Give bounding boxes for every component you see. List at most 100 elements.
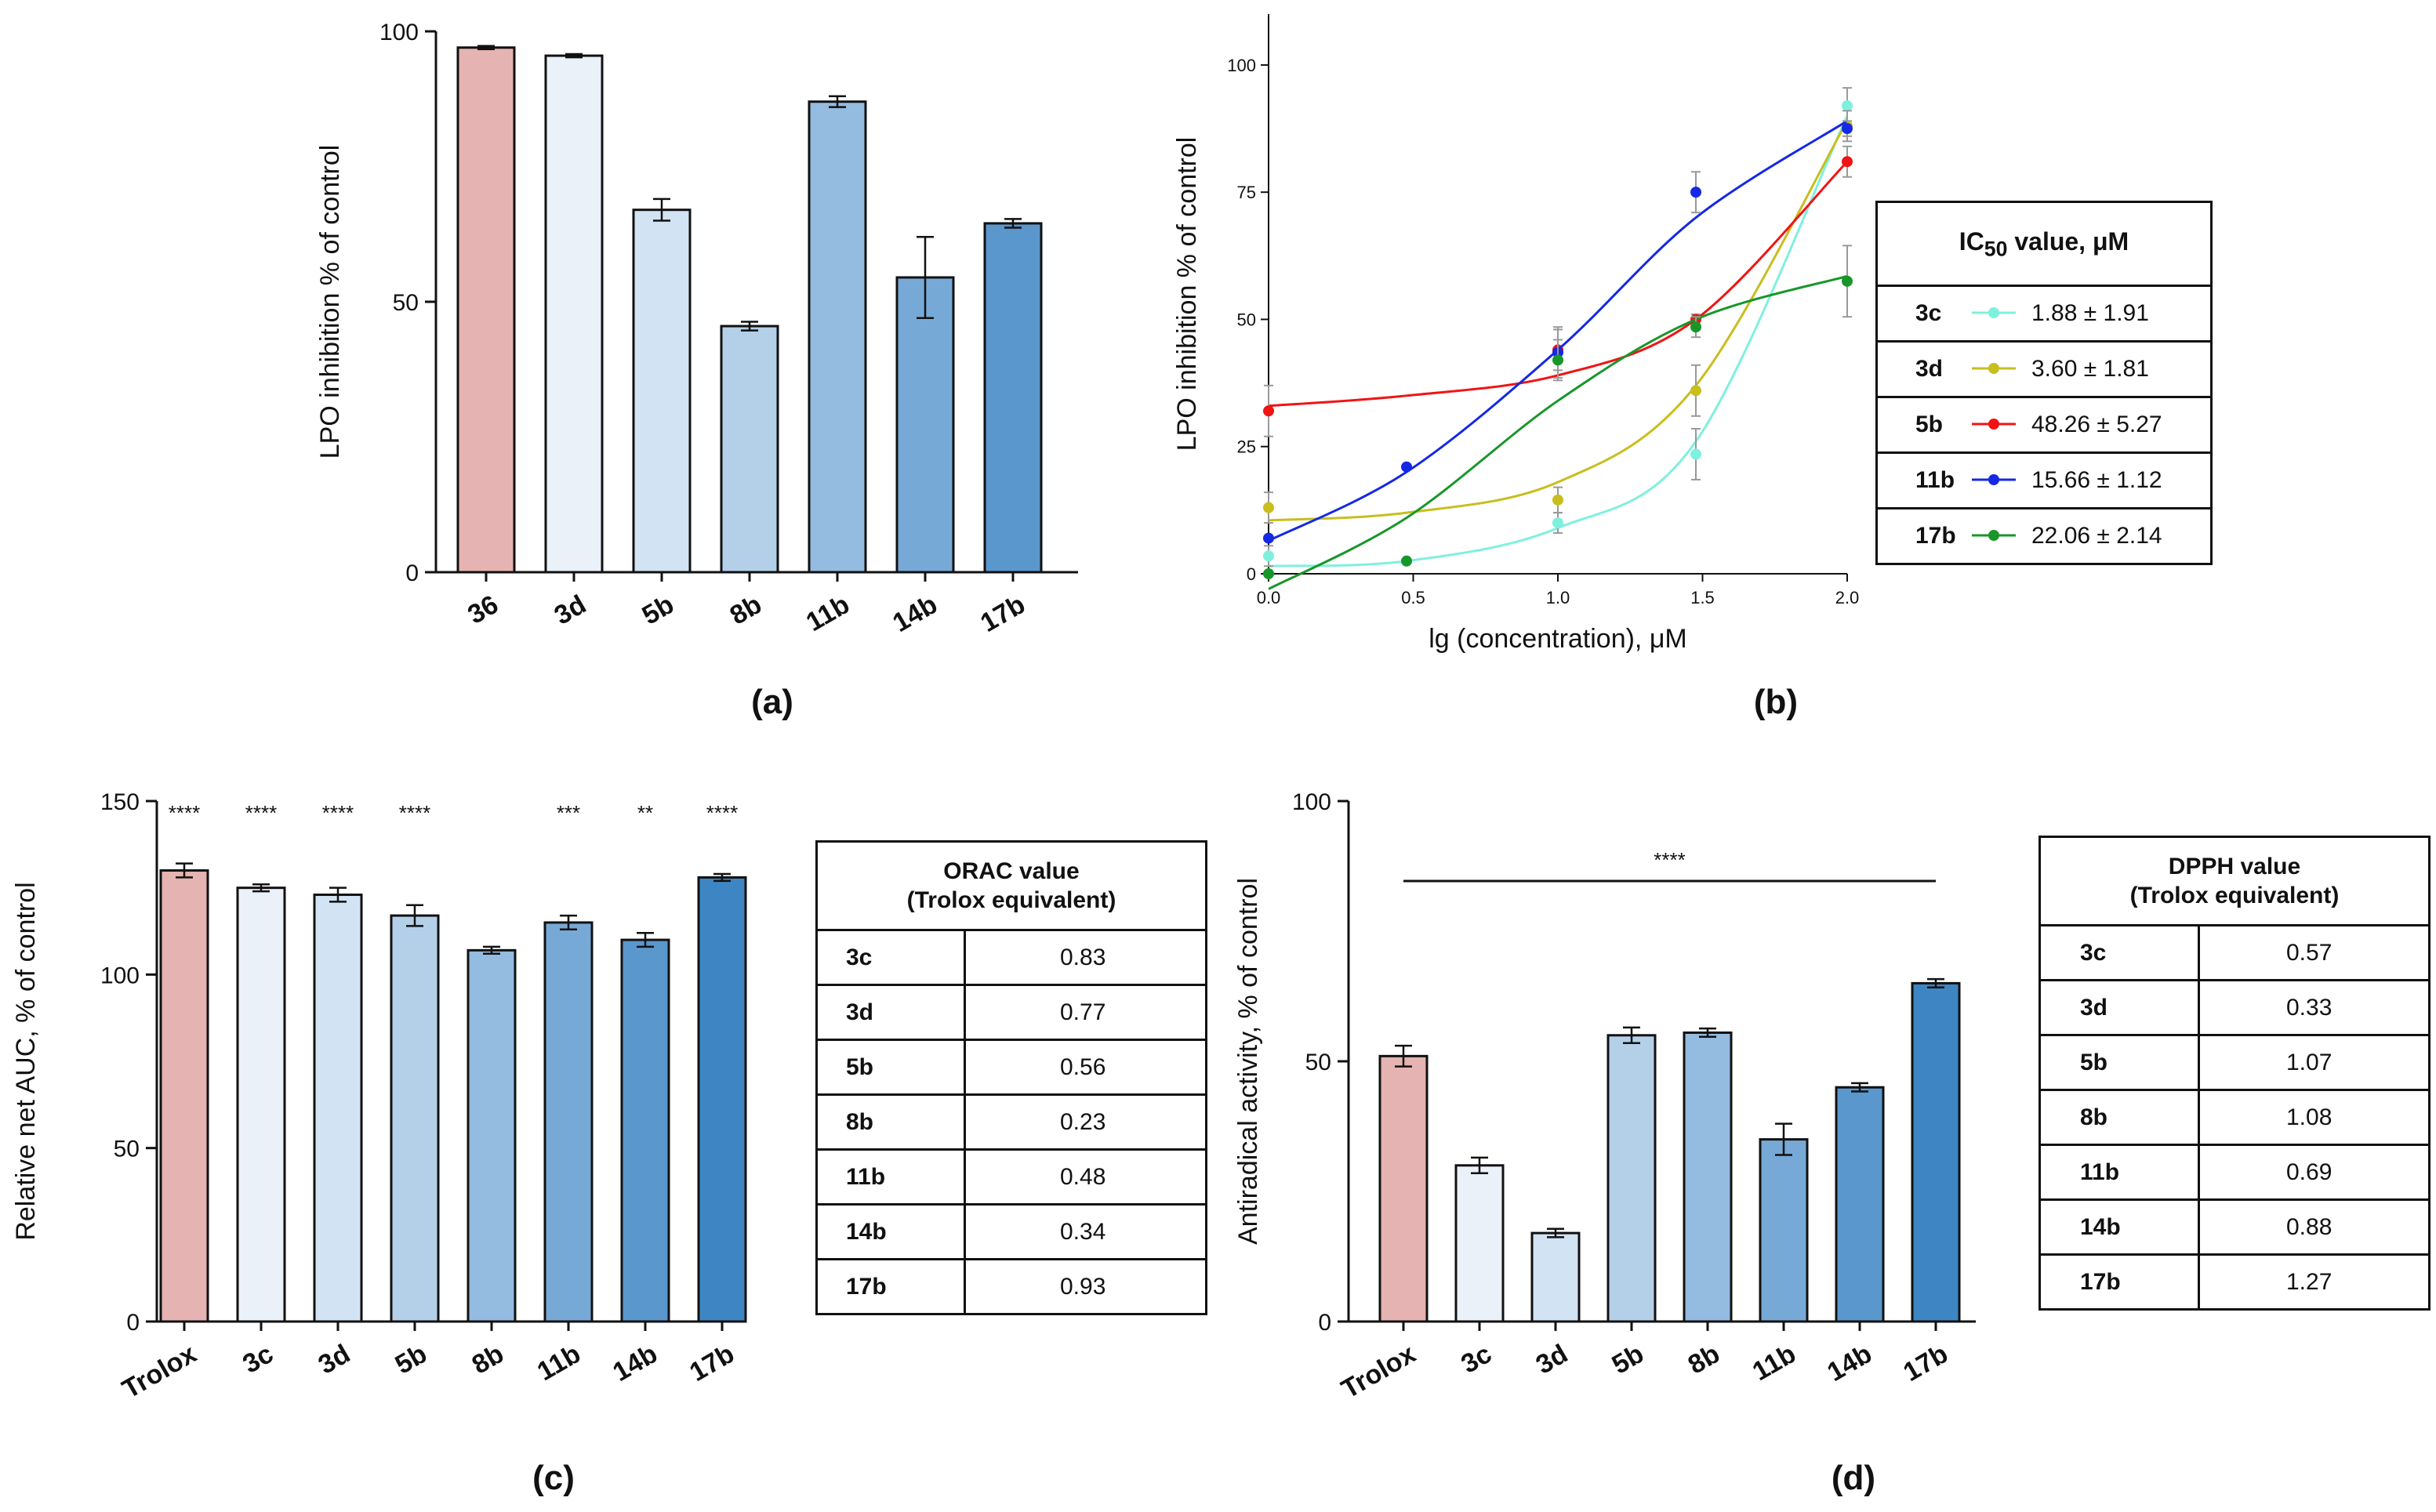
bar-17b [1911, 981, 1961, 1323]
dpph-header-line-2: (Trolox equivalent) [2129, 883, 2340, 908]
data-point-17b [1401, 555, 1413, 567]
orac-value: 0.83 [964, 929, 1207, 986]
bar-17b [697, 876, 747, 1323]
orac-header-line-2: (Trolox equivalent) [906, 887, 1116, 913]
legend-marker-3c-icon [1972, 307, 2016, 318]
data-point-3c [1690, 448, 1702, 460]
x-tick-label: 3c [238, 1339, 278, 1380]
bar-14b [620, 938, 670, 1323]
dpph-value: 0.88 [2198, 1198, 2431, 1256]
y-tick-label: 100 [379, 20, 419, 45]
compound-name: 17b [1875, 507, 1970, 565]
legend-marker-icon [1970, 507, 2025, 565]
bar-3d [544, 54, 604, 574]
table-row: 14b 0.88 [2038, 1198, 2431, 1256]
ic50-value: 22.06 ± 2.14 [2025, 507, 2213, 565]
compound-name: 3c [815, 929, 966, 986]
bar-36 [456, 46, 516, 574]
orac-value: 0.48 [964, 1148, 1207, 1206]
significance-label: **** [245, 801, 277, 825]
data-point-11b [1401, 461, 1413, 473]
table-row: 11b 15.66 ± 1.12 [1875, 451, 2213, 509]
x-tick-label: 1.0 [1546, 588, 1570, 607]
orac-value: 0.23 [964, 1093, 1207, 1151]
table-row: 17b 0.93 [815, 1258, 1207, 1315]
x-tick-label: 17b [975, 589, 1030, 638]
ic50-value: 1.88 ± 1.91 [2025, 285, 2213, 343]
compound-name: 3d [2038, 979, 2200, 1036]
y-tick-label: 100 [1227, 56, 1256, 75]
bar-17b [983, 222, 1043, 574]
compound-name: 5b [2038, 1034, 2200, 1091]
table-row: 14b 0.34 [815, 1203, 1207, 1260]
dpph-header-line-1: DPPH value [2168, 853, 2301, 879]
y-tick-label: 0 [1247, 564, 1256, 584]
dpph-value: 1.27 [2198, 1253, 2431, 1311]
significance-label: **** [399, 801, 430, 825]
compound-name: 3c [1875, 285, 1970, 343]
compound-name: 8b [815, 1093, 966, 1151]
data-point-3c [1552, 517, 1563, 529]
y-axis-label: Relative net AUC, % of control [11, 882, 41, 1240]
legend-dot [1988, 474, 1999, 485]
table-row: 8b 0.23 [815, 1093, 1207, 1151]
bar-3d [1530, 1231, 1581, 1323]
y-tick-label: 50 [1237, 310, 1256, 329]
table-row: 3d 0.77 [815, 984, 1207, 1041]
bar-8b [1683, 1031, 1733, 1323]
table-row: 8b 1.08 [2038, 1089, 2431, 1146]
compound-name: 11b [1875, 451, 1970, 509]
table-row: 3c 0.57 [2038, 924, 2431, 981]
table-row: 3d 0.33 [2038, 979, 2431, 1036]
x-tick-label: 36 [463, 589, 503, 630]
orac-table-header: ORAC value (Trolox equivalent) [815, 840, 1207, 931]
dpph-value: 1.08 [2198, 1089, 2431, 1146]
compound-name: 3d [815, 984, 966, 1041]
dpph-table-header: DPPH value (Trolox equivalent) [2038, 836, 2431, 926]
x-axis-label: lg (concentration), μM [1429, 624, 1687, 654]
ic50-table-header: IC50 value, μM [1875, 201, 2213, 287]
bar-11b [808, 100, 867, 574]
significance-label: **** [169, 801, 200, 825]
significance-label: **** [322, 801, 354, 825]
data-point-5b [1842, 156, 1853, 168]
x-tick-label: 11b [532, 1339, 586, 1387]
data-point-17b [1690, 321, 1702, 333]
x-tick-label: 11b [801, 589, 855, 637]
bar-3c [1454, 1164, 1505, 1323]
y-tick-label: 100 [100, 963, 140, 988]
legend-dot [1988, 363, 1999, 374]
data-point-17b [1842, 275, 1853, 287]
compound-name: 3c [2038, 924, 2200, 981]
fit-curve-3d [1268, 120, 1849, 522]
significance-label: **** [1654, 848, 1685, 872]
compound-name: 17b [2038, 1253, 2200, 1311]
x-tick-label: 17b [1898, 1339, 1953, 1387]
bar-3c [236, 887, 286, 1323]
orac-value: 0.77 [964, 984, 1207, 1041]
dpph-value: 0.69 [2198, 1144, 2431, 1201]
table-row: 17b 1.27 [2038, 1253, 2431, 1311]
panel-label: (b) [1754, 683, 1798, 721]
compound-name: 8b [2038, 1089, 2200, 1146]
y-tick-label: 0 [126, 1310, 140, 1336]
significance-label: *** [557, 801, 580, 825]
compound-name: 11b [815, 1148, 966, 1206]
orac-table: ORAC value (Trolox equivalent) 3c 0.83 3d 0… [815, 840, 1207, 1315]
legend-marker-17b-icon [1972, 530, 2016, 541]
y-tick-label: 50 [114, 1137, 140, 1162]
y-axis-label: LPO inhibition % of control [315, 145, 345, 459]
orac-value: 0.93 [964, 1258, 1207, 1315]
table-row: 5b 1.07 [2038, 1034, 2431, 1091]
x-tick-label: 8b [1683, 1339, 1725, 1380]
bar-5b [390, 914, 440, 1323]
data-point-3d [1552, 494, 1563, 506]
table-row: 11b 0.69 [2038, 1144, 2431, 1201]
bar-8b [720, 325, 779, 574]
bar-14b [1835, 1086, 1885, 1323]
data-point-17b [1552, 354, 1563, 366]
bar-11b [1759, 1138, 1809, 1323]
data-point-5b [1263, 405, 1274, 417]
fit-curve-5b [1268, 161, 1849, 408]
